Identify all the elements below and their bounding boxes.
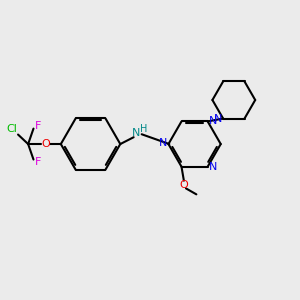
Text: O: O	[179, 179, 188, 190]
Text: H: H	[140, 124, 147, 134]
Text: F: F	[35, 121, 41, 130]
Text: N: N	[214, 114, 222, 124]
Text: O: O	[42, 139, 50, 149]
Text: F: F	[35, 158, 41, 167]
Text: N: N	[159, 139, 167, 148]
Text: Cl: Cl	[7, 124, 17, 134]
Text: N: N	[208, 116, 217, 126]
Text: N: N	[208, 162, 217, 172]
Text: N: N	[132, 128, 140, 138]
